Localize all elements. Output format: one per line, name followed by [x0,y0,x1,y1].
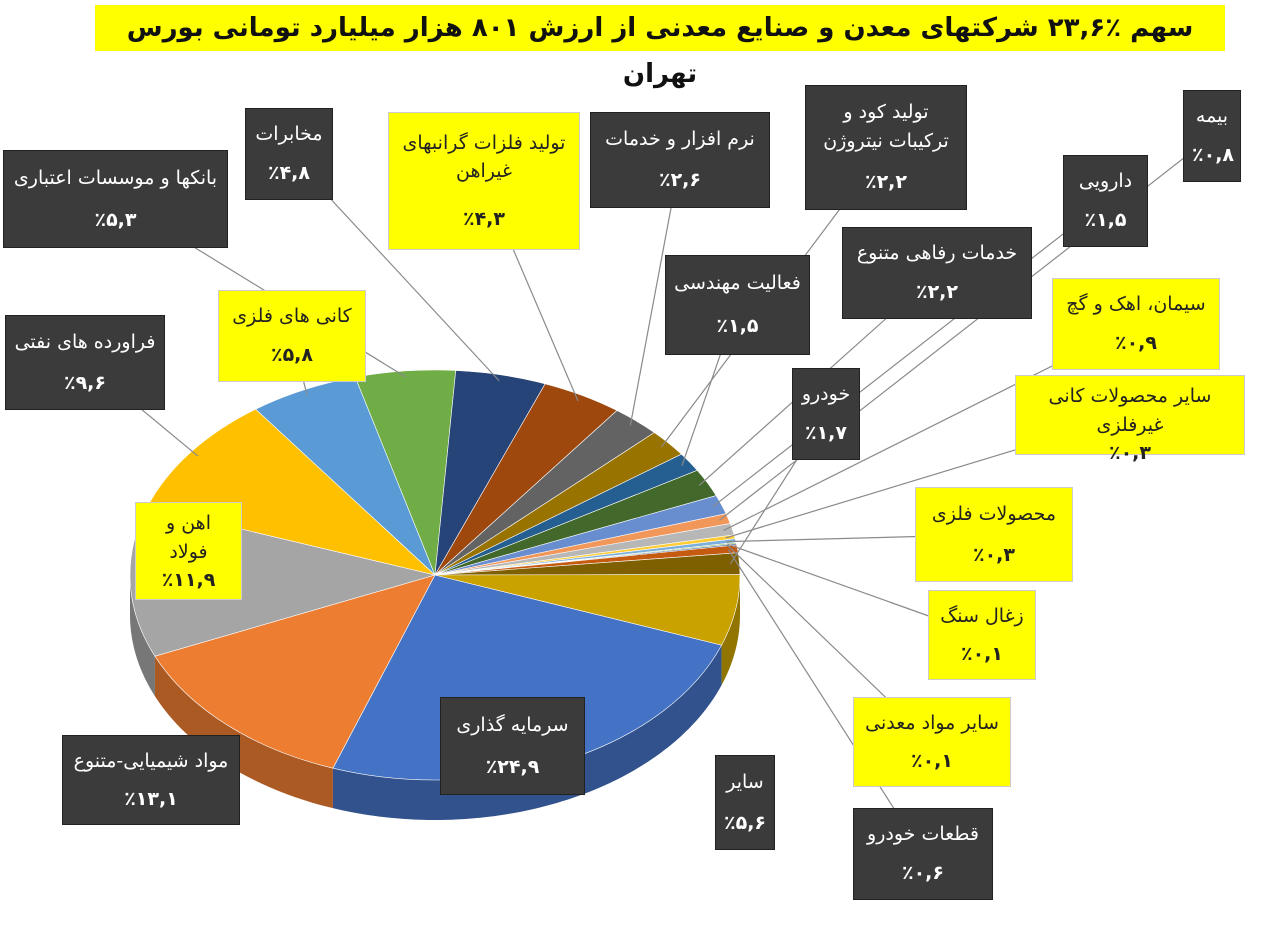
category-label: اهن و فولاد [166,512,211,563]
category-label: فعالیت مهندسی [674,272,801,295]
category-label: نرم افزار و خدمات [605,128,755,151]
value-label: ٪۰,۱ [960,642,1003,665]
value-label: ٪۱۳,۱ [124,787,178,810]
category-label: کانی های فلزی [232,305,352,328]
data-label: سایر محصولات کانی غیرفلزی ٪۰,۳ [1015,375,1245,464]
category-label: سایر محصولات کانی غیرفلزی [1048,385,1212,436]
value-label: ٪۱۱,۹ [161,569,216,591]
data-label: کانی های فلزی ٪۵,۸ [218,290,366,382]
value-label: ٪۴,۸ [267,162,310,185]
category-label: دارویی [1078,170,1133,193]
slice-side [154,656,333,809]
value-label: ٪۰,۸ [1192,144,1235,167]
data-label: سایر مواد معدنی ٪۰,۱ [853,697,1011,787]
pie-slice [146,408,437,576]
pie-slice [434,574,741,646]
pie-slice [154,574,436,769]
category-label: زغال سنگ [940,604,1024,627]
category-label: بانکها و موسسات اعتباری [13,166,218,189]
data-label: قطعات خودرو ٪۰,۶ [853,808,993,900]
data-label: بیمه ٪۰,۸ [1183,90,1241,182]
value-label: ٪۹,۶ [63,371,106,394]
value-label: ٪۰,۳ [1108,442,1151,464]
value-label: ٪۰,۶ [901,862,944,885]
leader-line [727,549,924,855]
value-label: ٪۵,۸ [270,344,313,367]
data-label: نرم افزار و خدمات ٪۲,۶ [590,112,770,208]
value-label: ٪۵,۳ [94,208,137,231]
data-label: خدمات رفاهی متنوع ٪۲,۲ [842,227,1032,319]
slice-side [721,575,740,686]
data-label: سرمایه گذاری ٪۲۴,۹ [440,697,585,795]
pie-top [129,369,741,781]
category-label: محصولات فلزی [931,503,1057,525]
data-label: خودرو ٪۱,۷ [792,368,860,460]
data-label: مواد شیمیایی-متنوع ٪۱۳,۱ [62,735,240,825]
category-label: تولید فلزات گرانبهای غیراهن [402,131,566,183]
slice-side [130,575,155,697]
category-label: فراورده های نفتی [14,331,156,353]
value-label: ٪۰,۹ [1114,332,1157,355]
value-label: ٪۵,۶ [724,811,767,834]
data-label: مخابرات ٪۴,۸ [245,108,333,200]
category-label: سیمان، اهک و گچ [1066,293,1206,316]
data-label: تولید فلزات گرانبهای غیراهن ٪۴,۳ [388,112,580,250]
category-label: بیمه [1195,105,1229,128]
category-label: خدمات رفاهی متنوع [856,242,1018,265]
value-label: ٪۲۴,۹ [485,755,540,778]
leader-line [712,200,1106,508]
data-label: بانکها و موسسات اعتباری ٪۵,۳ [3,150,228,248]
value-label: ٪۲,۶ [658,169,701,192]
data-label: دارویی ٪۱,۵ [1063,155,1148,247]
category-label: سایر [726,771,764,793]
data-label: فعالیت مهندسی ٪۱,۵ [665,255,810,355]
category-label: تولید کود و ترکیبات نیتروژن [823,101,949,152]
value-label: ٪۲,۲ [864,171,907,194]
data-label: سیمان، اهک و گچ ٪۰,۹ [1052,278,1220,370]
value-label: ٪۱,۷ [804,422,847,445]
category-label: سایر مواد معدنی [865,711,999,734]
category-label: قطعات خودرو [867,823,979,846]
value-label: ٪۱,۵ [1084,209,1127,232]
value-label: ٪۲,۲ [915,281,958,304]
data-label: سایر ٪۵,۶ [715,755,775,850]
data-label: تولید کود و ترکیبات نیتروژن ٪۲,۲ [805,85,967,210]
chart-title: سهم ٪۲۳,۶ شرکتهای معدن و صنایع معدنی از … [95,5,1225,89]
category-label: مواد شیمیایی-متنوع [73,749,229,772]
data-label: اهن و فولاد ٪۱۱,۹ [135,502,242,600]
category-label: مخابرات [255,123,323,146]
value-label: ٪۰,۱ [910,749,953,772]
category-label: سرمایه گذاری [456,713,569,736]
value-label: ٪۰,۳ [972,543,1015,566]
value-label: ٪۱,۵ [716,315,759,338]
data-label: محصولات فلزی ٪۰,۳ [915,487,1073,582]
data-label: زغال سنگ ٪۰,۱ [928,590,1036,680]
value-label: ٪۴,۳ [462,207,505,230]
data-label: فراورده های نفتی ٪۹,۶ [5,315,165,410]
category-label: خودرو [801,383,851,406]
